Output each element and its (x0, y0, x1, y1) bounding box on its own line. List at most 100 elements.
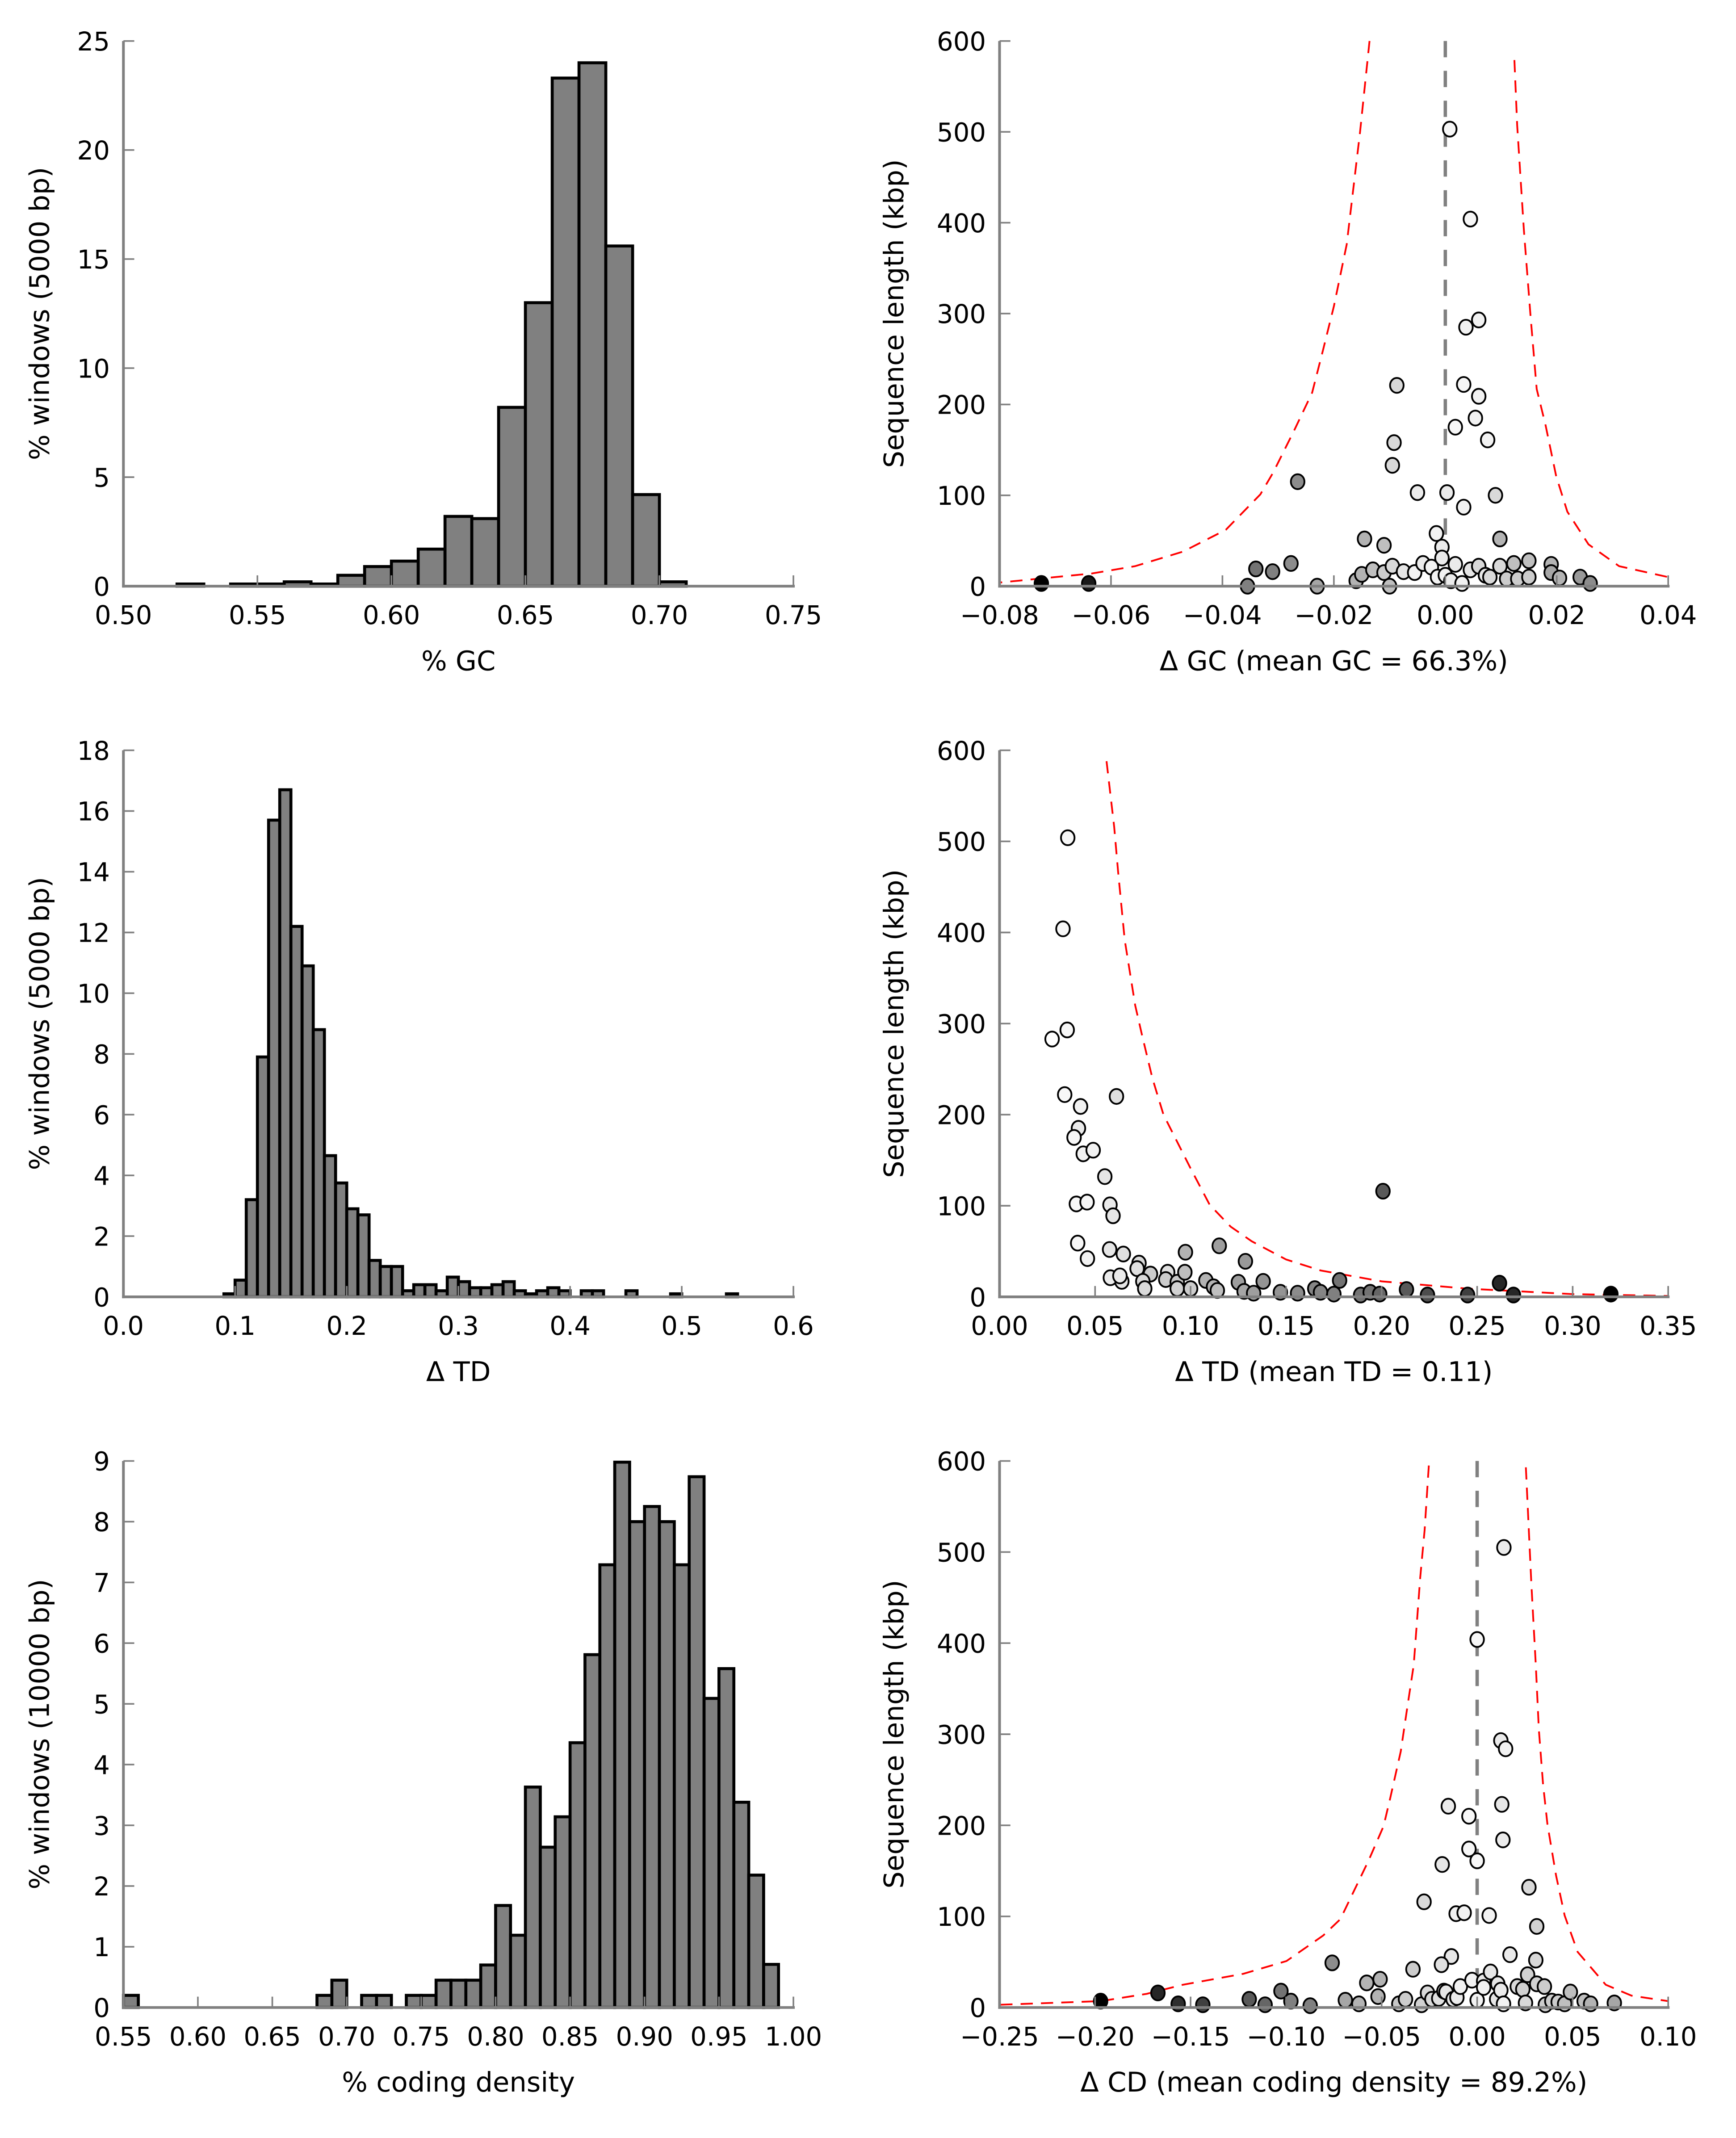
sequence-point (1440, 1798, 1456, 1815)
histogram-bar (583, 1653, 602, 2009)
sequence-point (1102, 1241, 1117, 1258)
sequence-point (1447, 556, 1463, 573)
sequence-point (1461, 1807, 1477, 1825)
sequence-point (1376, 537, 1392, 554)
sequence-point (1456, 376, 1472, 393)
sequence-point (1416, 1893, 1432, 1910)
sequence-point (1409, 484, 1426, 501)
sequence-point (1442, 121, 1458, 138)
x-axis-label: % GC (421, 646, 495, 677)
sequence-point (1060, 829, 1076, 846)
histogram-bar (762, 1963, 780, 2009)
histogram-bar (375, 1994, 393, 2009)
x-tick-label: 0.70 (318, 2021, 375, 2052)
histogram-bar (419, 1994, 438, 2009)
confidence-bound-curve (999, 41, 1371, 584)
sequence-point (1563, 1983, 1578, 2000)
sequence-point (1081, 575, 1097, 592)
sequence-point (1257, 1996, 1273, 2013)
y-tick-label: 6 (93, 1628, 110, 1659)
histogram-bar (577, 61, 608, 588)
histogram-bar (468, 1286, 482, 1299)
x-tick-label: 0.1 (214, 1311, 256, 1341)
y-tick-label: 1 (93, 1932, 110, 1962)
y-tick-label: 100 (937, 1191, 986, 1221)
histogram-bar (604, 244, 634, 588)
histogram-bar (278, 788, 293, 1299)
y-tick-label: 0 (93, 1993, 110, 2023)
sequence-point (1273, 1983, 1289, 2000)
histogram-bar (311, 1028, 326, 1299)
x-tick-label: 0.90 (616, 2021, 673, 2052)
histogram-bar (390, 559, 420, 588)
sequence-point (1283, 555, 1299, 572)
sequence-point (1241, 1991, 1257, 2008)
sequence-point (1476, 1979, 1492, 1996)
histogram-bar (628, 1520, 646, 2009)
histogram-bar (244, 1198, 259, 1299)
x-tick-label: 0.25 (1448, 1311, 1505, 1341)
sequence-point (1265, 563, 1280, 580)
sequence-point (1405, 1961, 1421, 1978)
sequence-point (1515, 1981, 1531, 1998)
x-tick-label: 0.75 (765, 600, 822, 630)
sequence-point (1536, 1978, 1552, 1995)
histogram-bar (688, 1475, 706, 2009)
sequence-point (1529, 1918, 1545, 1935)
y-tick-label: 12 (77, 918, 110, 948)
sequence-point (1290, 473, 1305, 490)
y-tick-label: 16 (77, 797, 110, 827)
x-axis-label: % coding density (342, 2067, 575, 2098)
x-tick-label: 0.50 (95, 600, 152, 630)
histogram-bar (416, 547, 447, 588)
x-tick-label: 0.0 (103, 1311, 144, 1341)
histogram-bar (490, 1283, 505, 1299)
x-tick-label: −0.15 (1151, 2021, 1230, 2052)
x-tick-label: 0.5 (661, 1311, 702, 1341)
x-axis-label: Δ GC (mean GC = 66.3%) (1160, 646, 1508, 677)
sequence-point (1496, 1995, 1511, 2012)
sequence-point (1471, 388, 1487, 405)
sequence-point (1332, 1272, 1347, 1289)
histogram-bar (494, 1904, 512, 2009)
histogram-bar (479, 1963, 497, 2009)
sequence-point (1178, 1244, 1193, 1261)
y-tick-label: 14 (77, 857, 110, 888)
histogram-bar (378, 1265, 393, 1299)
sequence-point (1057, 1086, 1073, 1103)
sequence-point (1471, 311, 1487, 328)
histogram-bar (449, 1979, 468, 2009)
sequence-point (1463, 210, 1478, 228)
sequence-point (1583, 1995, 1598, 2012)
histogram-bar (524, 301, 554, 588)
histogram-bar (501, 1280, 516, 1299)
x-tick-label: 0.60 (169, 2021, 226, 2052)
sequence-point (1420, 1287, 1435, 1304)
td-histogram: 0.0 0.1 0.2 0.3 0.4 0.5 0.6 0 2 4 6 8 10 12 14 16 18 Δ TD… (24, 736, 814, 1388)
sequence-point (1492, 530, 1508, 548)
x-tick-label: 0.70 (631, 600, 688, 630)
y-tick-label: 8 (93, 1507, 110, 1538)
y-tick-label: 2 (93, 1221, 110, 1252)
sequence-point (1112, 1267, 1128, 1284)
x-tick-label: −0.10 (1247, 2021, 1326, 2052)
x-tick-label: 0.05 (1066, 1311, 1124, 1341)
sequence-point (1137, 1280, 1153, 1297)
y-tick-label: 15 (77, 244, 110, 275)
sequence-point (1521, 569, 1537, 586)
histogram-bar (390, 1265, 404, 1299)
x-tick-label: 0.60 (363, 600, 420, 630)
sequence-point (1386, 434, 1402, 451)
histogram-bar (643, 1505, 661, 2009)
histogram-bar (497, 406, 527, 588)
sequence-point (1398, 1991, 1413, 2008)
x-tick-label: 0.02 (1528, 600, 1585, 630)
histogram-bar (405, 1994, 423, 2009)
x-tick-label: −0.04 (1183, 600, 1262, 630)
sequence-point (1528, 1952, 1544, 1969)
sequence-point (1469, 1631, 1485, 1648)
histogram-bar (702, 1697, 721, 2009)
x-tick-label: 0.3 (438, 1311, 479, 1341)
histogram-bar (747, 1874, 765, 2009)
histogram-bar (367, 1259, 382, 1299)
